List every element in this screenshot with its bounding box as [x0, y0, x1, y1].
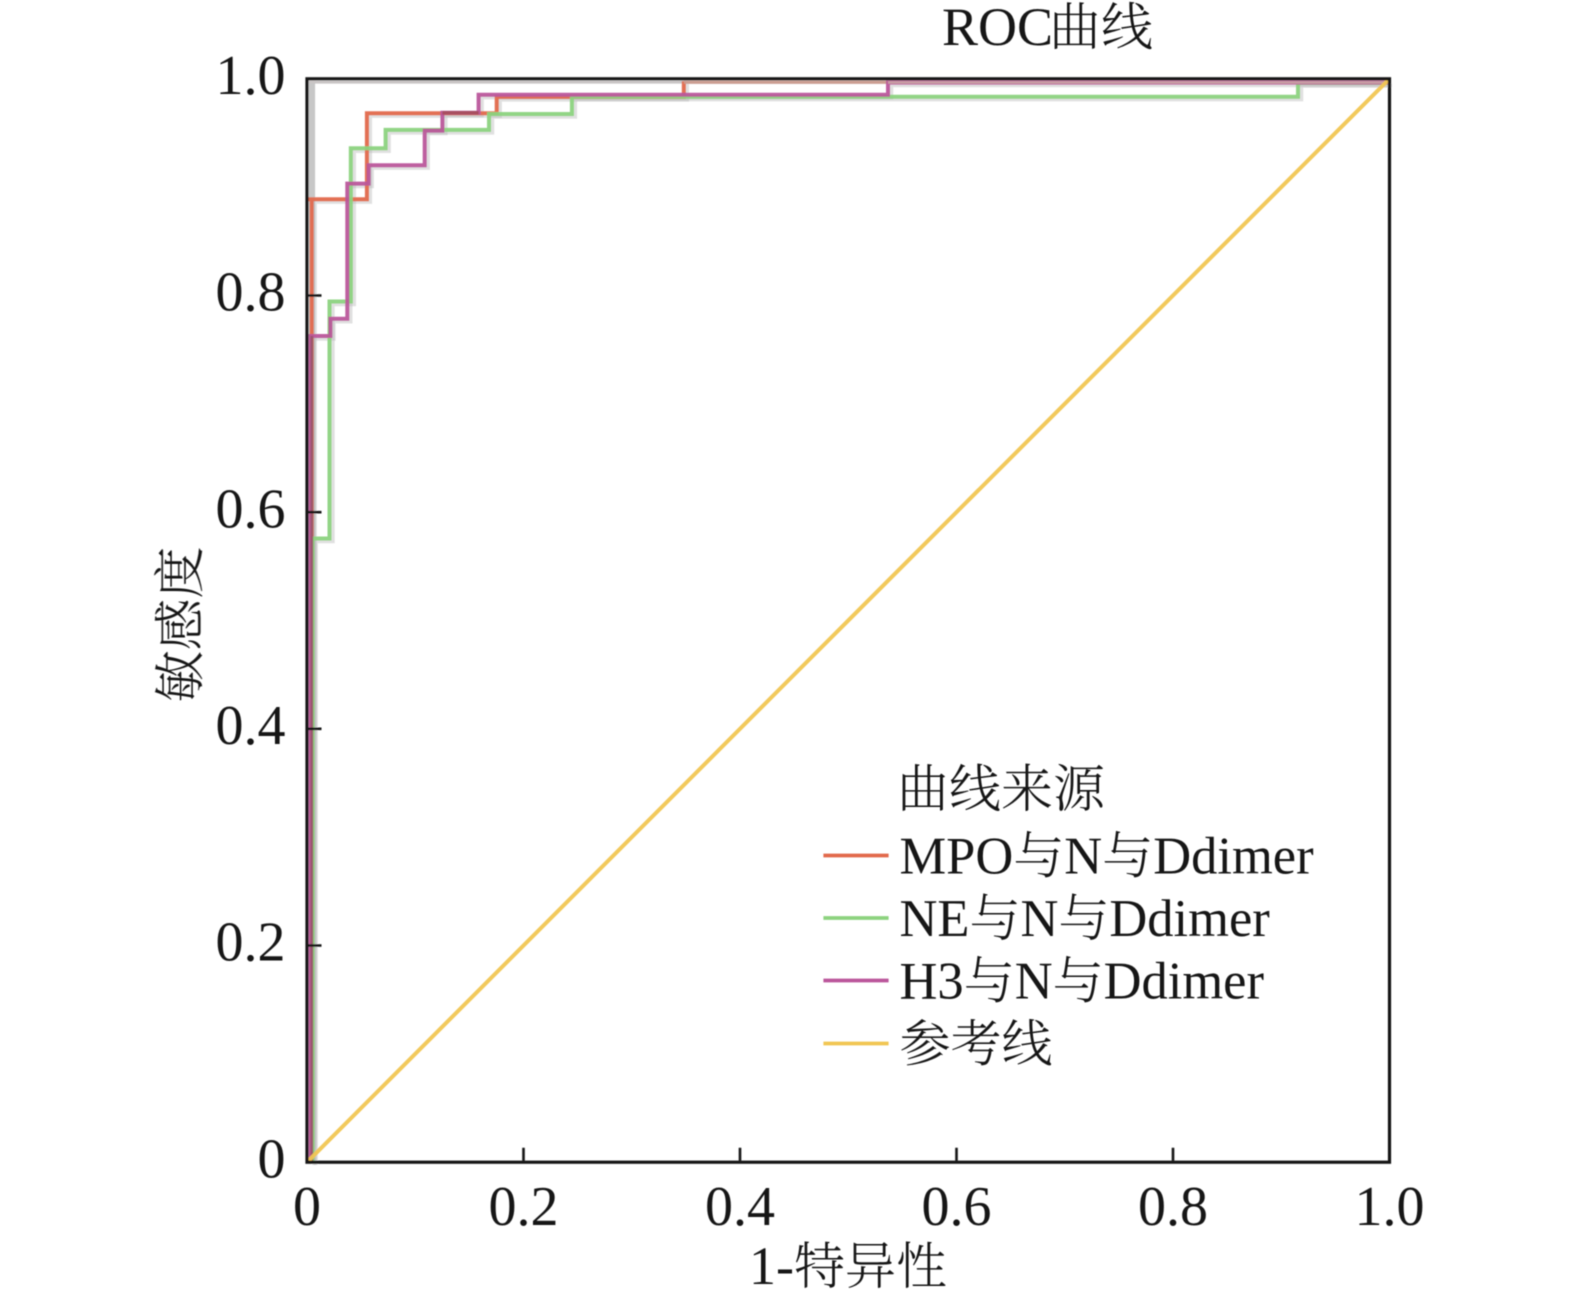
- svg-text:N: N: [1021, 890, 1059, 948]
- svg-text:Ddimer: Ddimer: [1109, 890, 1270, 948]
- svg-text:ROC: ROC: [942, 0, 1053, 57]
- svg-text:N: N: [1064, 828, 1102, 886]
- svg-text:0: 0: [293, 1176, 321, 1238]
- svg-text:MPO: MPO: [900, 828, 1014, 886]
- svg-text:N: N: [1015, 953, 1053, 1011]
- svg-text:0.2: 0.2: [489, 1176, 559, 1238]
- svg-text:0.4: 0.4: [705, 1176, 775, 1238]
- svg-text:1.0: 1.0: [216, 45, 286, 107]
- svg-text:0.6: 0.6: [216, 478, 286, 540]
- svg-text:Ddimer: Ddimer: [1153, 828, 1314, 886]
- svg-text:H3: H3: [900, 953, 964, 1011]
- svg-text:1.0: 1.0: [1355, 1176, 1425, 1238]
- svg-text:0.8: 0.8: [216, 262, 286, 324]
- svg-text:0.2: 0.2: [216, 912, 286, 974]
- svg-text:0.8: 0.8: [1138, 1176, 1208, 1238]
- svg-text:0.4: 0.4: [216, 695, 286, 757]
- svg-text:NE: NE: [900, 890, 970, 948]
- svg-text:Ddimer: Ddimer: [1104, 953, 1265, 1011]
- svg-text:1-: 1-: [749, 1236, 794, 1296]
- svg-text:0: 0: [258, 1128, 286, 1190]
- svg-text:0.6: 0.6: [922, 1176, 992, 1238]
